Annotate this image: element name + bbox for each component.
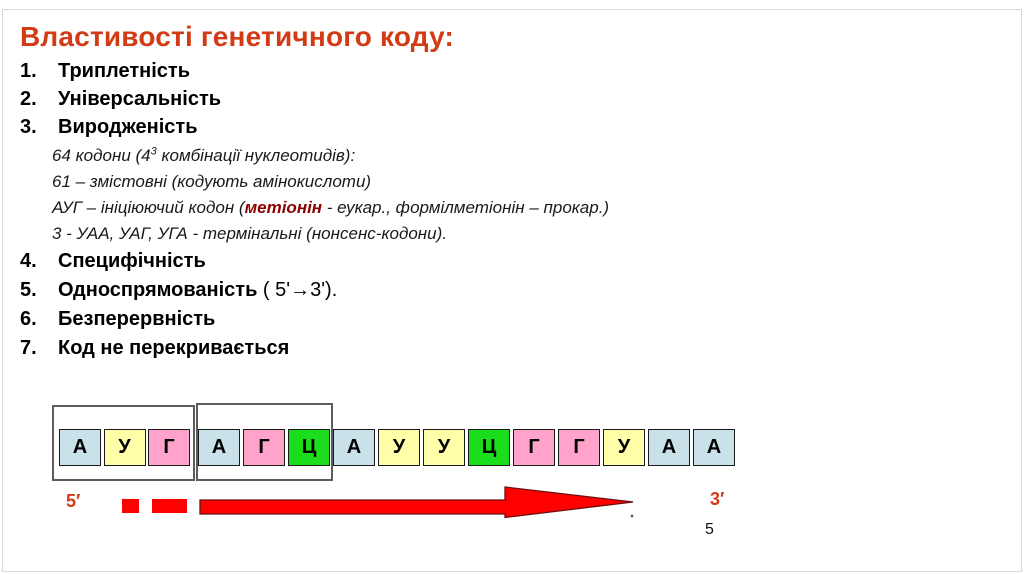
nucleotide-box: У	[103, 429, 146, 466]
slide-title: Властивості генетичного коду:	[20, 21, 455, 52]
item-label: Односпрямованість	[58, 279, 258, 301]
item-label: Виродженість	[58, 116, 198, 138]
arrow-dash-1	[122, 499, 139, 513]
list-item-6: 6. Безперервність	[20, 308, 215, 331]
nucleotide-box: У	[603, 429, 645, 466]
item-suffix: ( 5'→3').	[257, 279, 338, 301]
arrow-body	[199, 486, 634, 519]
nucleotide-box: Г	[148, 429, 190, 466]
list-item-4: 4. Специфічність	[20, 250, 206, 273]
item-number: 1.	[20, 60, 37, 82]
page-number: 5	[705, 521, 714, 538]
sub-line-codons: 64 кодони (43 комбінації нуклеотидів):	[52, 146, 355, 166]
item-label: Універсальність	[58, 88, 222, 110]
sub-line-start-codon: АУГ – ініціюючий кодон (метіонін - еукар…	[52, 198, 609, 218]
direction-arrow	[122, 486, 634, 519]
item-number: 4.	[20, 250, 37, 272]
five-prime-label: 5′	[66, 491, 81, 511]
arrow-dash-2	[152, 499, 187, 513]
triplet-frame-2	[196, 403, 333, 481]
three-prime-label: 3′	[710, 489, 725, 509]
nucleotide-box: А	[333, 429, 375, 466]
nucleotide-box: А	[648, 429, 690, 466]
item-label: Код не перекривається	[58, 337, 290, 359]
nucleotide-box: Ц	[468, 429, 510, 466]
sub-line-text: 64 кодони (4	[52, 146, 151, 165]
item-number: 7.	[20, 337, 37, 359]
stray-dot	[630, 514, 634, 518]
item-label: Безперервність	[58, 308, 216, 330]
item-number: 5.	[20, 279, 37, 301]
item-label: Специфічність	[58, 250, 206, 272]
methionine-highlight: метіонін	[244, 198, 323, 217]
nucleotide-box: А	[59, 429, 101, 466]
nucleotide-box: Г	[558, 429, 600, 466]
sub-line-sense: 61 – змістовні (кодують амінокислоти)	[52, 172, 372, 191]
sub-line-text: комбінації нуклеотидів):	[156, 146, 356, 165]
list-item-2: 2. Універсальність	[20, 88, 221, 111]
list-item-5: 5. Односпрямованість ( 5'→3').	[20, 279, 337, 302]
sub-line-stop-codons: 3 - УАА, УАГ, УГА - термінальні (нонсенс…	[52, 224, 447, 243]
triplet-frame-1	[52, 405, 195, 481]
nucleotide-box: А	[198, 429, 240, 466]
nucleotide-box: Г	[513, 429, 555, 466]
nucleotide-box: Г	[243, 429, 285, 466]
superscript: 3	[150, 145, 157, 158]
list-item-1: 1. Триплетність	[20, 60, 190, 83]
nucleotide-box: У	[378, 429, 420, 466]
list-item-7: 7. Код не перекривається	[20, 337, 289, 360]
item-number: 2.	[20, 88, 37, 110]
sub-line-text: АУГ – ініціюючий кодон (	[52, 198, 245, 217]
nucleotide-box: У	[423, 429, 465, 466]
item-label: Триплетність	[58, 60, 190, 82]
sub-line-text: - еукар., формілметіонін – прокар.)	[322, 198, 610, 217]
list-item-3: 3. Виродженість	[20, 116, 198, 139]
item-number: 6.	[20, 308, 37, 330]
nucleotide-box: Ц	[288, 429, 330, 466]
item-number: 3.	[20, 116, 37, 138]
nucleotide-box: А	[693, 429, 735, 466]
